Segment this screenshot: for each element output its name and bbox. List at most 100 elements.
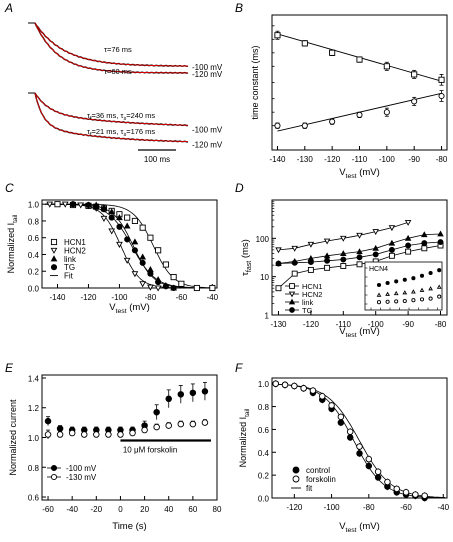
data-point	[337, 413, 345, 421]
data-point	[383, 109, 390, 116]
data-point	[309, 387, 317, 394]
x-tick-label: -60	[400, 503, 412, 512]
data-point	[131, 238, 139, 245]
x-tick-label: -120	[286, 503, 303, 512]
x-tick-label: -80	[363, 503, 375, 512]
data-point	[340, 235, 347, 242]
data-point	[93, 431, 100, 438]
data-point	[124, 236, 131, 243]
x-axis-label-main: V	[109, 302, 116, 313]
data-point	[337, 419, 345, 426]
y-tick-label: 0.0	[28, 285, 40, 294]
data-point	[131, 217, 138, 225]
data-point	[124, 214, 131, 221]
data-point	[139, 281, 147, 288]
data-point	[77, 202, 85, 209]
legend-marker	[50, 264, 58, 271]
y-tick-label: 0.6	[28, 494, 40, 503]
data-point	[44, 417, 52, 425]
data-point	[123, 257, 131, 264]
y-tick-label: 0.6	[258, 426, 270, 435]
data-point	[328, 402, 335, 409]
panel-E: E -60 -40 -20 0 20 40 60 80 0.6 0.8 1.0 1.2 1.4 10 μM …	[5, 361, 222, 532]
tau-label-part: f	[90, 132, 92, 138]
data-point	[340, 256, 347, 263]
data-point	[272, 380, 279, 387]
inset-point	[428, 270, 433, 276]
data-point	[177, 420, 185, 428]
legend-label: link	[64, 255, 77, 264]
data-point	[340, 250, 347, 257]
data-point	[108, 208, 116, 215]
data-point	[147, 270, 154, 277]
legend-marker	[50, 247, 58, 254]
y-tick-label: 1.0	[28, 434, 40, 443]
x-tick-label: 20	[140, 505, 149, 514]
x-tick-label: 0	[118, 505, 123, 514]
data-point	[307, 266, 314, 273]
data-point	[291, 259, 298, 266]
data-point	[346, 434, 354, 441]
fit-trace	[34, 92, 188, 126]
data-point	[108, 228, 116, 235]
data-point	[131, 247, 138, 254]
data-point	[155, 247, 162, 254]
data-point	[356, 261, 363, 268]
data-point	[388, 225, 396, 232]
panel-letter: E	[5, 361, 14, 375]
data-point	[139, 224, 146, 231]
data-point	[170, 284, 177, 292]
data-point	[411, 71, 418, 78]
y-axis-label-main: Normalized I	[6, 223, 16, 274]
data-point	[116, 223, 123, 230]
voltage-label: -120 mV	[192, 70, 223, 79]
data-point	[139, 259, 146, 266]
x-tick-label: -60	[42, 505, 54, 514]
x-axis-label-sub: test	[346, 527, 357, 534]
y-tick-label: 0.8	[28, 217, 40, 226]
data-point	[384, 478, 391, 486]
plot-frame	[271, 199, 448, 316]
data-point	[193, 284, 200, 292]
y-tick-label: 1.2	[28, 404, 40, 413]
data-point	[117, 431, 124, 438]
data-point	[80, 431, 88, 438]
current-trace	[34, 92, 189, 127]
y-tick-label: 0.2	[28, 268, 40, 277]
data-point	[301, 40, 308, 47]
y-axis-label: time constant (ms)	[250, 45, 260, 119]
inset-point	[402, 290, 408, 295]
tau-label-part: =240 ms	[126, 111, 155, 120]
legend-label: forskolin	[306, 475, 336, 484]
data-point	[162, 283, 169, 290]
fit-trace	[34, 22, 188, 67]
y-axis-label: Normalized Itail	[238, 409, 251, 468]
inset-point	[411, 276, 416, 281]
data-point	[372, 244, 379, 251]
data-point	[438, 76, 445, 83]
legend-label: link	[302, 298, 314, 307]
legend-label: -130 mV	[66, 473, 97, 482]
data-point	[438, 92, 445, 100]
data-point	[274, 122, 281, 129]
tau-label-part: τ	[87, 111, 90, 120]
x-tick-label: 40	[164, 505, 173, 514]
data-point	[123, 222, 131, 229]
data-point	[141, 426, 148, 434]
voltage-label: -100 mV	[192, 63, 223, 72]
inset-point	[411, 289, 416, 294]
y-tick-label: 0.6	[28, 234, 40, 243]
panel-letter: C	[5, 181, 14, 195]
data-point	[129, 429, 136, 437]
legend-marker	[292, 475, 300, 483]
data-point	[153, 408, 160, 416]
tau-label: τf=21 ms, τs=176 ms	[87, 127, 155, 138]
tau-label-part: =36 ms, τ	[92, 111, 124, 120]
fit-curve	[273, 383, 446, 498]
data-point	[356, 254, 363, 261]
data-point	[69, 201, 77, 208]
data-point	[165, 395, 172, 403]
panel-letter: D	[235, 181, 244, 195]
x-tick-label: -90	[408, 155, 420, 164]
forskolin-label: 10 μM forskolin	[123, 445, 177, 454]
